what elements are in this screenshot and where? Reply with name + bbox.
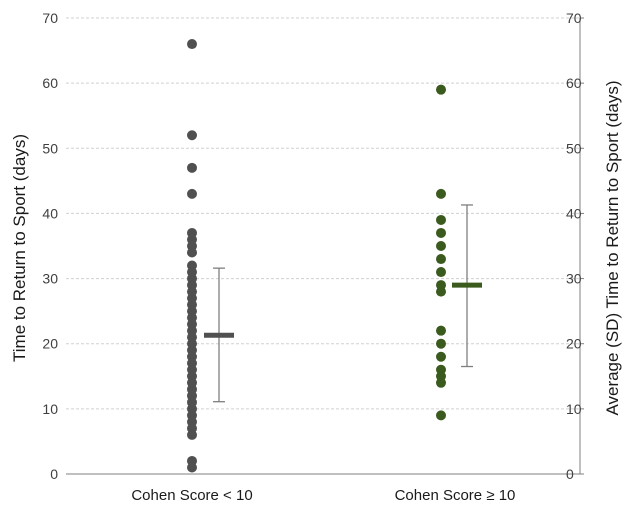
right-y-tick-label: 60 — [566, 75, 582, 91]
data-point — [436, 188, 446, 199]
data-point — [187, 247, 197, 258]
right-y-axis-title: Average (SD) Time to Return to Sport (da… — [603, 80, 622, 415]
right-y-tick-label: 0 — [566, 466, 574, 482]
data-point — [436, 254, 446, 265]
left-y-tick-label: 0 — [50, 466, 58, 482]
right-y-tick-label: 50 — [566, 140, 582, 156]
category-label-low-cohen: Cohen Score < 10 — [131, 487, 252, 504]
data-point — [436, 286, 446, 297]
category-label-high-cohen: Cohen Score ≥ 10 — [395, 487, 516, 504]
data-point — [187, 429, 197, 440]
data-point — [436, 325, 446, 336]
right-y-tick-label: 10 — [566, 401, 582, 417]
data-point — [436, 267, 446, 278]
data-point — [187, 462, 197, 473]
data-point — [436, 227, 446, 238]
data-marks — [187, 39, 482, 473]
left-y-tick-label: 70 — [42, 10, 58, 26]
left-y-tick-label: 60 — [42, 75, 58, 91]
data-point — [436, 410, 446, 421]
data-point — [436, 351, 446, 362]
left-y-axis-title: Time to Return to Sport (days) — [10, 134, 29, 362]
gridlines — [66, 17, 580, 410]
data-point — [187, 39, 197, 50]
data-point — [187, 162, 197, 173]
data-point — [436, 338, 446, 349]
left-y-tick-label: 30 — [42, 271, 58, 287]
right-y-tick-label: 40 — [566, 205, 582, 221]
data-point — [436, 84, 446, 95]
right-y-tick-label: 20 — [566, 336, 582, 352]
left-y-tick-label: 50 — [42, 140, 58, 156]
data-point — [436, 214, 446, 225]
data-point — [187, 130, 197, 141]
right-y-tick-labels: 0 10 20 30 40 50 60 70 — [566, 10, 582, 482]
axes — [66, 17, 584, 475]
data-point — [187, 188, 197, 199]
right-y-tick-label: 70 — [566, 10, 582, 26]
left-y-tick-label: 10 — [42, 401, 58, 417]
data-point — [436, 377, 446, 388]
left-y-tick-labels: 0 10 20 30 40 50 60 70 — [42, 10, 58, 482]
right-y-tick-label: 30 — [566, 271, 582, 287]
data-point — [436, 241, 446, 251]
left-y-tick-label: 40 — [42, 205, 58, 221]
left-y-tick-label: 20 — [42, 336, 58, 352]
